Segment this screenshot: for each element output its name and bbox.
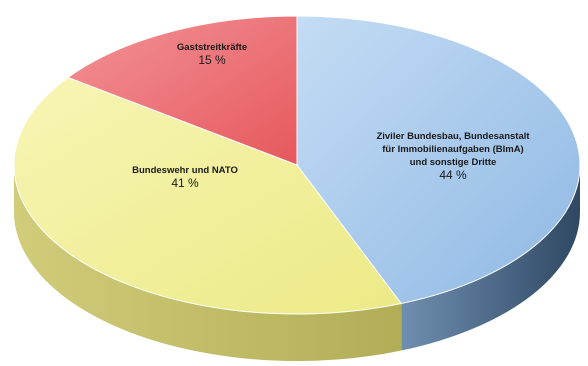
- slice-name-bundesbau: und sonstige Dritte: [410, 157, 497, 168]
- pie-side-bundeswehr: [14, 165, 402, 361]
- pie-side-bundesbau: [401, 165, 580, 351]
- pie-slice-bundesbau: [296, 15, 581, 305]
- slice-percent-bundeswehr: 41 %: [171, 176, 199, 190]
- pie-labels: Ziviler Bundesbau, Bundesanstalt für Immo…: [132, 42, 530, 190]
- slice-name-bundeswehr: Bundeswehr und NATO: [132, 165, 238, 176]
- pie-slice-gaststreitkraefte: [67, 15, 298, 166]
- slice-name-bundesbau: für Immobilienaufgaben (BImA): [382, 144, 523, 155]
- slice-percent-gaststreitkraefte: 15 %: [198, 53, 226, 67]
- pie-tops: [13, 15, 581, 315]
- slice-percent-bundesbau: 44 %: [439, 168, 467, 182]
- slice-label-bundesbau: Ziviler Bundesbau, Bundesanstalt für Immo…: [376, 131, 530, 182]
- slice-name-bundesbau: Ziviler Bundesbau, Bundesanstalt: [376, 131, 530, 142]
- pie-slice-bundeswehr: [13, 76, 403, 315]
- slice-name-gaststreitkraefte: Gaststreitkräfte: [177, 42, 247, 53]
- pie-sides: [14, 165, 580, 361]
